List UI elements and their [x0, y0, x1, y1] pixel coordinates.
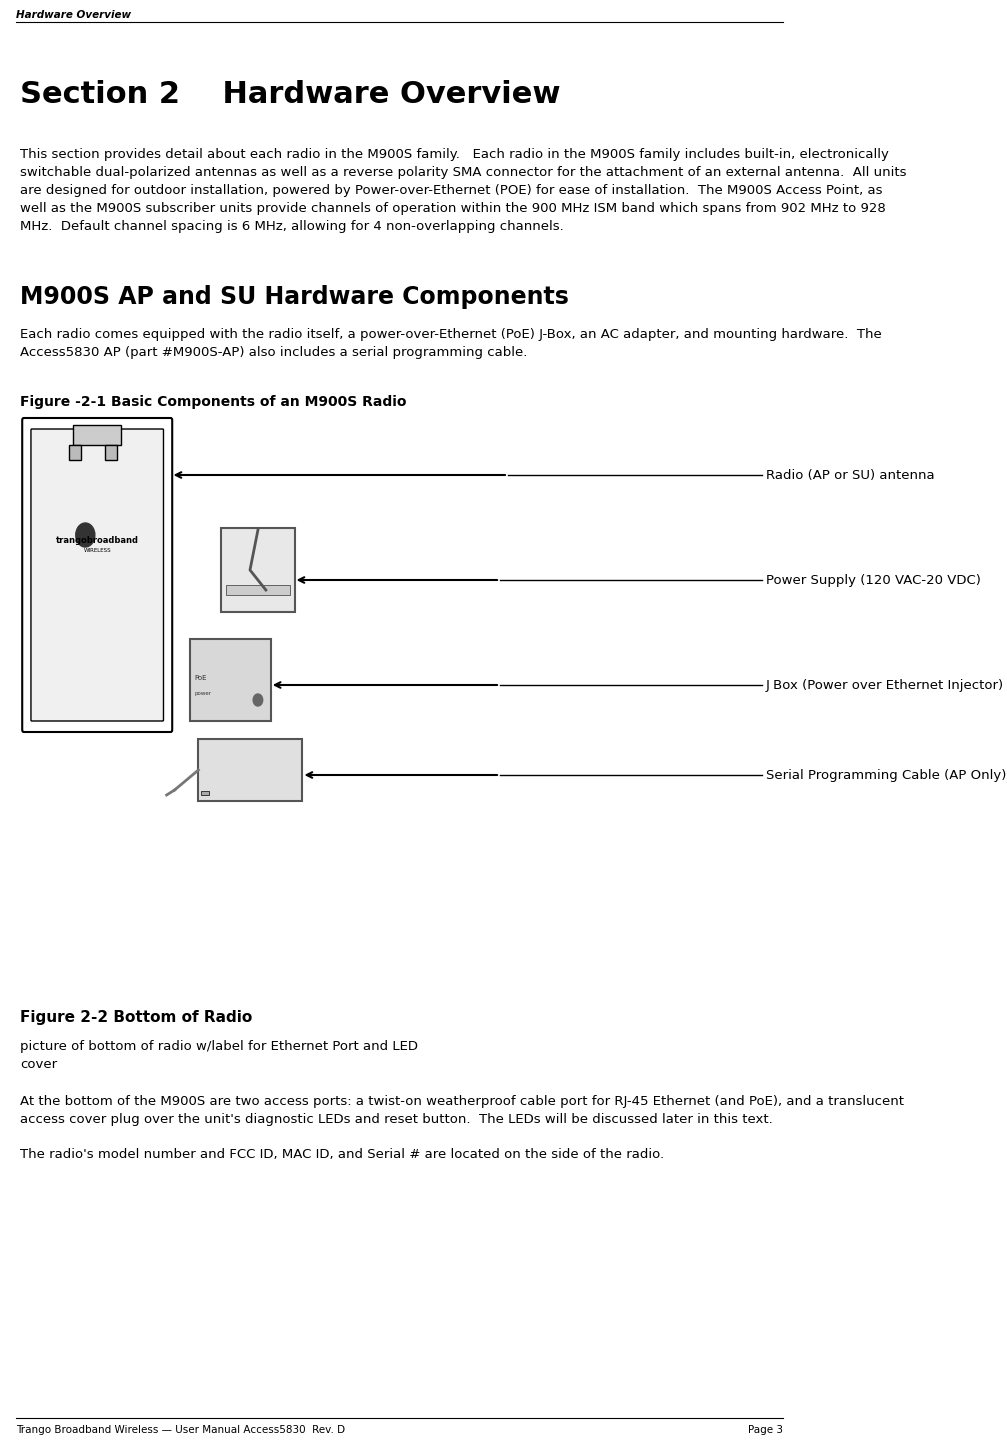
Text: Hardware Overview: Hardware Overview — [16, 10, 131, 20]
FancyBboxPatch shape — [22, 418, 172, 732]
Text: PoE: PoE — [194, 675, 206, 681]
Text: The radio's model number and FCC ID, MAC ID, and Serial # are located on the sid: The radio's model number and FCC ID, MAC… — [20, 1148, 664, 1161]
Text: M900S AP and SU Hardware Components: M900S AP and SU Hardware Components — [20, 285, 569, 310]
FancyBboxPatch shape — [31, 429, 163, 721]
Text: Power Supply (120 VAC-20 VDC): Power Supply (120 VAC-20 VDC) — [766, 573, 981, 586]
Circle shape — [76, 523, 95, 547]
Text: J Box (Power over Ethernet Injector): J Box (Power over Ethernet Injector) — [766, 678, 1004, 691]
Text: trangobroadband: trangobroadband — [55, 536, 139, 544]
FancyBboxPatch shape — [74, 425, 121, 445]
Bar — [69, 445, 82, 459]
Text: Serial Programming Cable (AP Only): Serial Programming Cable (AP Only) — [766, 769, 1006, 782]
FancyBboxPatch shape — [197, 739, 302, 801]
FancyBboxPatch shape — [189, 639, 271, 721]
Text: power: power — [194, 691, 211, 696]
Bar — [105, 445, 117, 459]
Bar — [227, 585, 290, 595]
Text: Radio (AP or SU) antenna: Radio (AP or SU) antenna — [766, 468, 934, 481]
Bar — [200, 791, 208, 795]
Text: Figure -2-1 Basic Components of an M900S Radio: Figure -2-1 Basic Components of an M900S… — [20, 395, 407, 409]
Text: picture of bottom of radio w/label for Ethernet Port and LED
cover: picture of bottom of radio w/label for E… — [20, 1040, 418, 1071]
Text: At the bottom of the M900S are two access ports: a twist-on weatherproof cable p: At the bottom of the M900S are two acces… — [20, 1094, 904, 1126]
Text: Each radio comes equipped with the radio itself, a power-over-Ethernet (PoE) J-B: Each radio comes equipped with the radio… — [20, 328, 881, 359]
Circle shape — [253, 694, 263, 706]
Text: Trango Broadband Wireless — User Manual Access5830  Rev. D: Trango Broadband Wireless — User Manual … — [16, 1426, 345, 1436]
Text: WIRELESS: WIRELESS — [84, 547, 111, 553]
Text: Section 2    Hardware Overview: Section 2 Hardware Overview — [20, 81, 560, 109]
Text: Page 3: Page 3 — [748, 1426, 783, 1436]
Text: Figure 2-2 Bottom of Radio: Figure 2-2 Bottom of Radio — [20, 1009, 252, 1025]
Text: This section provides detail about each radio in the M900S family.   Each radio : This section provides detail about each … — [20, 148, 906, 233]
FancyBboxPatch shape — [221, 528, 295, 612]
